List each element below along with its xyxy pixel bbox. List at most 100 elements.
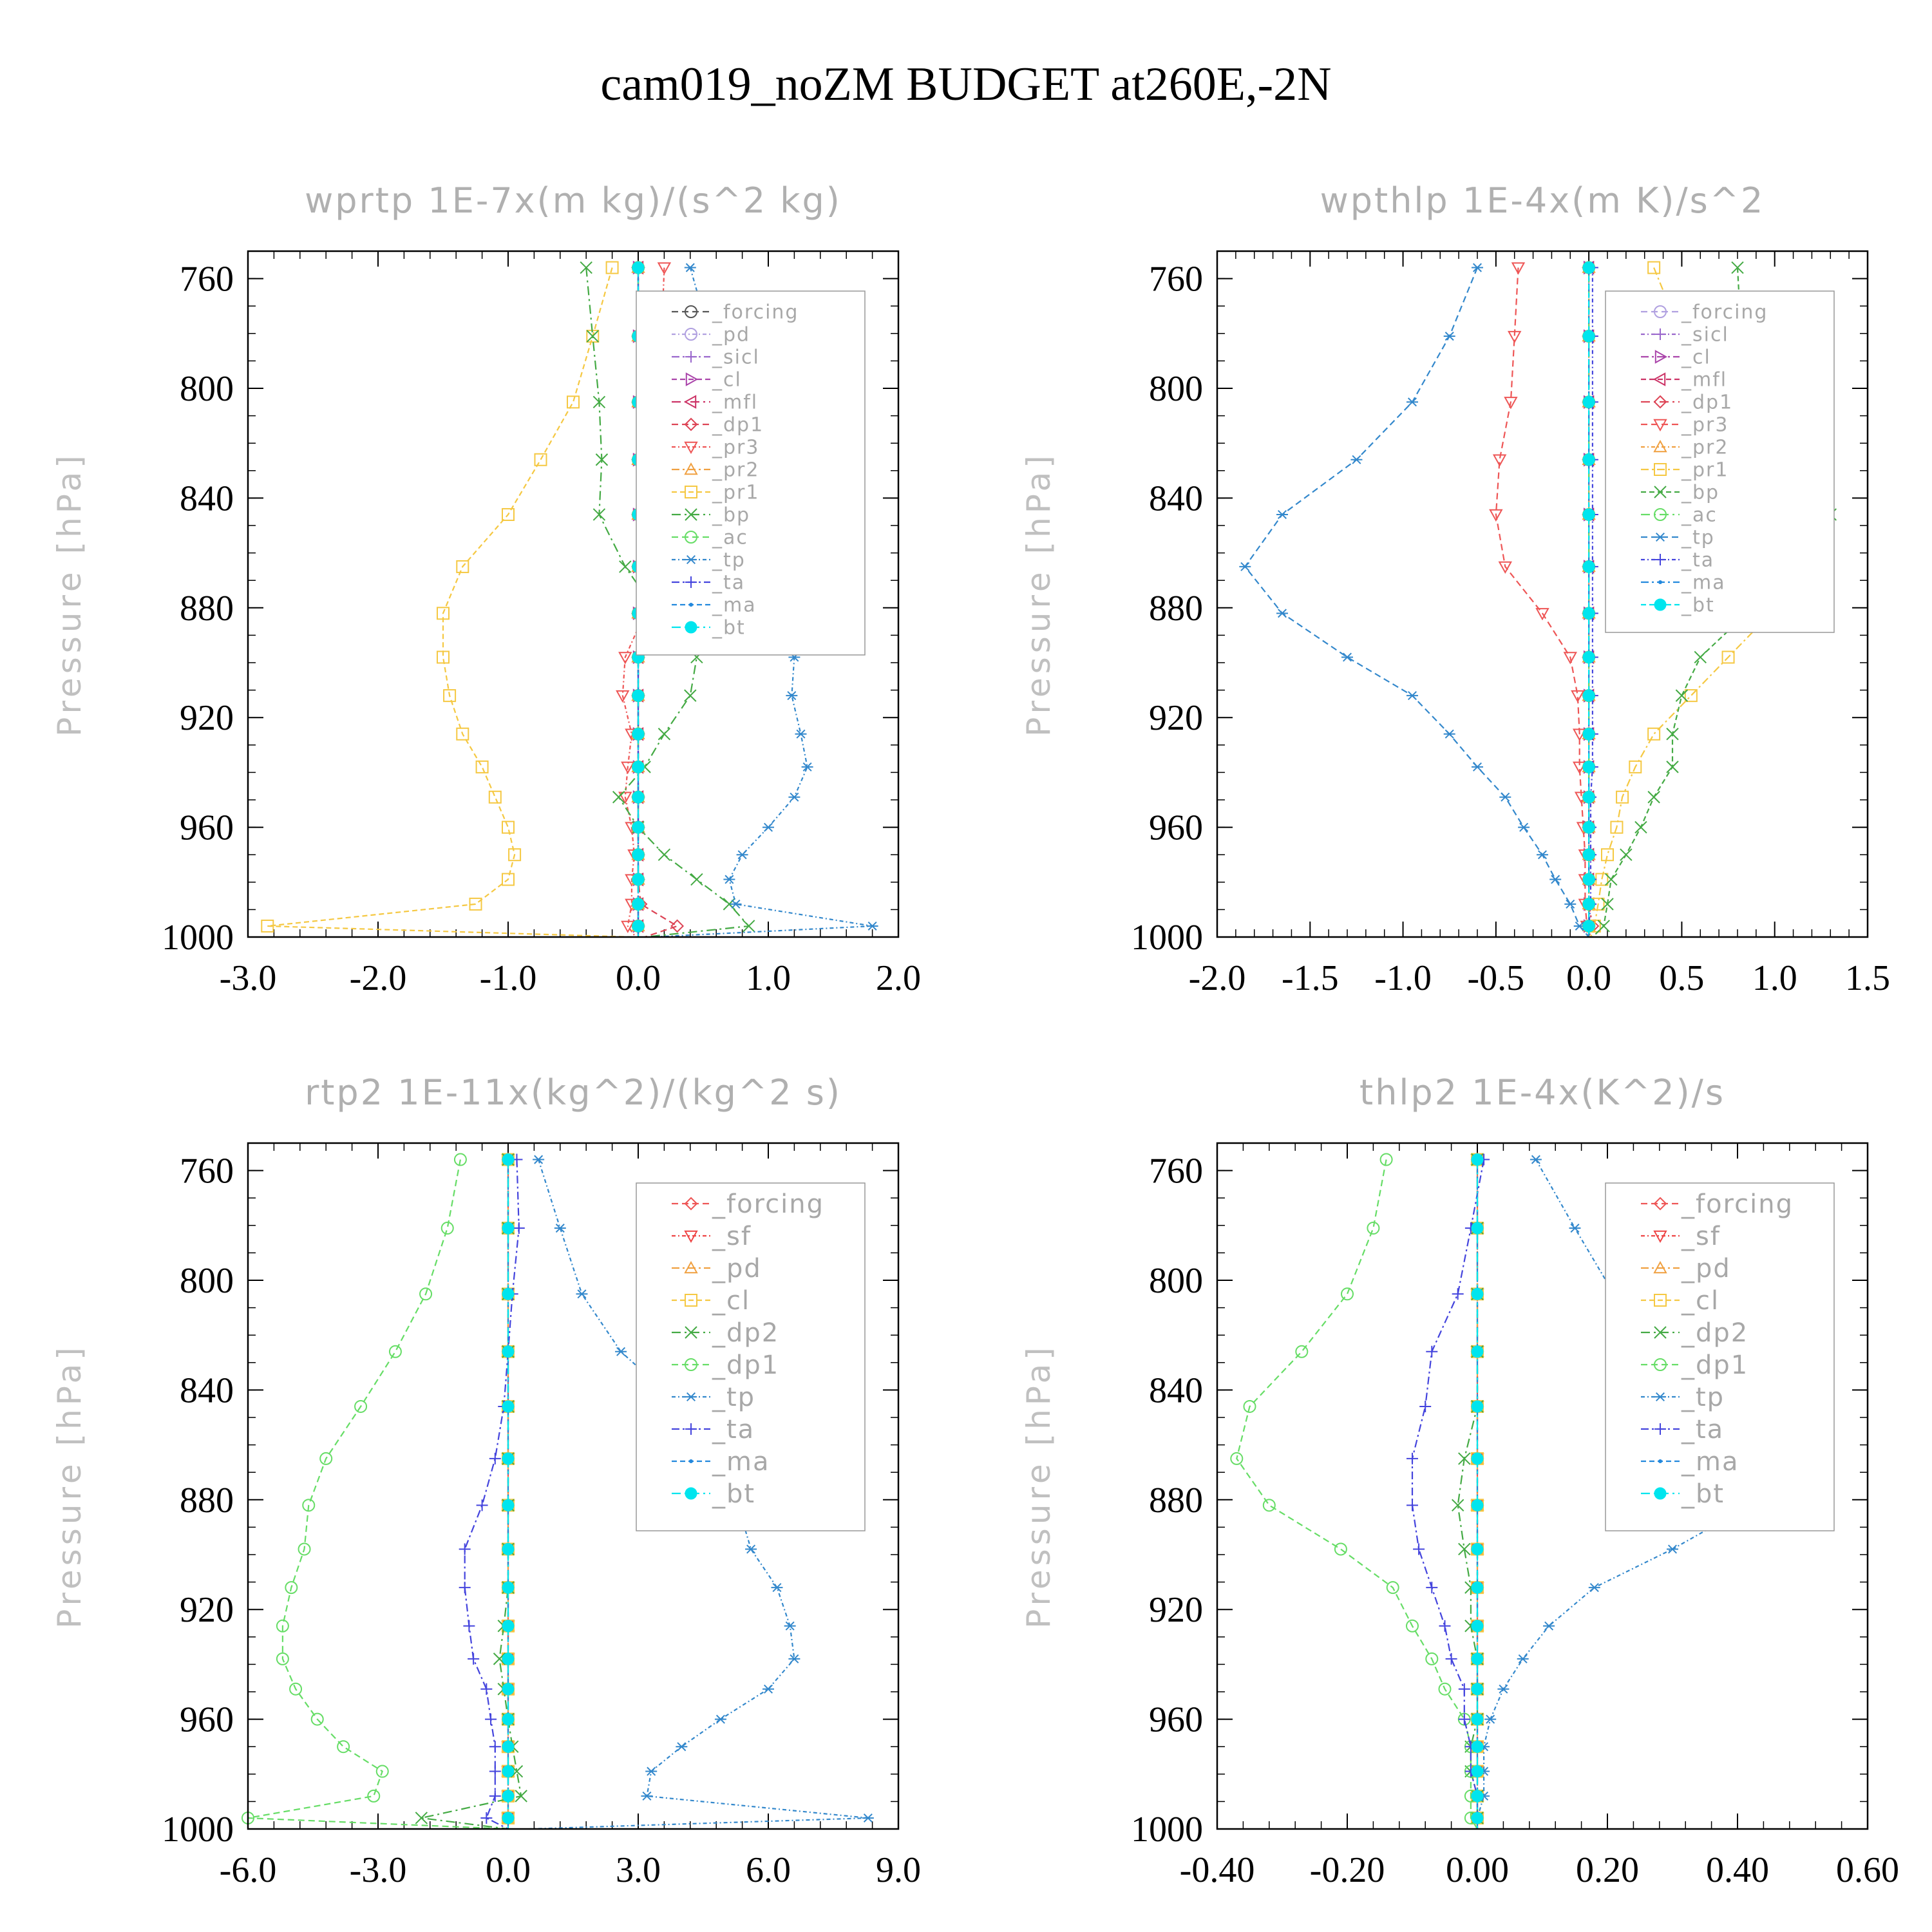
data-point — [592, 508, 606, 521]
data-point — [510, 1765, 524, 1778]
data-point — [1601, 848, 1614, 862]
data-point — [1582, 650, 1595, 663]
data-point — [1694, 650, 1707, 664]
data-point — [468, 1653, 480, 1665]
legend-marker — [685, 531, 697, 544]
budget-panel: thlp2 1E-4x(K^2)/s Pressure [hPa] -0.40 -0.… — [1020, 1072, 1899, 1890]
data-point — [632, 873, 645, 886]
data-point — [1230, 1452, 1244, 1465]
data-point — [319, 1452, 333, 1465]
legend: _forcing_pd_sicl_cl_mfl_dp1_pr3_pr2_pr1_… — [636, 290, 866, 656]
legend-marker — [1654, 554, 1666, 565]
legend-marker — [1653, 395, 1667, 409]
legend-label: _forcing — [712, 301, 799, 324]
legend-label: _bt — [712, 1479, 755, 1509]
legend-marker — [1654, 1326, 1667, 1339]
data-point — [1471, 1345, 1484, 1358]
data-point — [1497, 1684, 1510, 1694]
x-tick-label: 0.5 — [1659, 958, 1704, 998]
data-point — [684, 263, 696, 272]
data-point — [502, 1287, 515, 1300]
legend-marker — [685, 351, 697, 363]
data-point — [1443, 332, 1455, 341]
legend-label: _pd — [712, 1254, 762, 1283]
data-point — [459, 1543, 471, 1555]
legend-label: _ta — [1681, 1415, 1724, 1444]
data-point — [1334, 1542, 1347, 1556]
y-tick-label: 800 — [1149, 369, 1203, 409]
series-tp — [1239, 263, 1589, 938]
data-point — [1582, 453, 1595, 466]
series-dp1 — [242, 1153, 509, 1830]
data-point — [1582, 791, 1595, 804]
legend-label: _pr1 — [1681, 459, 1728, 482]
data-point — [515, 1790, 527, 1803]
legend-label: _sf — [1681, 1222, 1721, 1251]
data-point — [1582, 873, 1595, 886]
legend-label: _dp1 — [1681, 392, 1733, 414]
series-line — [1588, 267, 1593, 937]
data-point — [1588, 1583, 1600, 1593]
data-point — [502, 873, 515, 886]
x-tick-label: -0.20 — [1310, 1850, 1385, 1890]
legend-marker — [685, 305, 697, 318]
series-dp1 — [1230, 1153, 1478, 1830]
y-tick-label: 920 — [1149, 698, 1203, 738]
data-point — [285, 1581, 298, 1595]
legend-label: _forcing — [1681, 1189, 1794, 1219]
data-point — [1406, 1619, 1419, 1633]
legend-marker — [684, 462, 698, 475]
data-point — [676, 1742, 688, 1752]
data-point — [576, 1289, 588, 1299]
data-point — [1675, 689, 1689, 702]
data-point — [771, 1583, 783, 1593]
data-point — [1517, 1654, 1529, 1663]
data-point — [1426, 1582, 1438, 1594]
data-point — [533, 1155, 545, 1164]
data-point — [762, 822, 774, 832]
data-point — [586, 330, 600, 343]
data-point — [762, 1684, 774, 1694]
data-point — [618, 791, 632, 804]
legend-label: _dp2 — [1681, 1318, 1748, 1348]
data-point — [1379, 1153, 1393, 1166]
legend-label: _ta — [712, 1415, 755, 1444]
data-point — [493, 1653, 506, 1665]
y-tick-label: 960 — [1149, 1700, 1203, 1740]
y-axis-label: Pressure [hPa] — [51, 451, 88, 737]
x-tick-label: 6.0 — [746, 1850, 791, 1890]
data-point — [1472, 263, 1483, 272]
legend-label: _ma — [712, 594, 757, 617]
y-tick-label: 880 — [1149, 589, 1203, 629]
data-point — [513, 1222, 525, 1235]
data-point — [489, 1452, 501, 1464]
legend-marker — [685, 576, 697, 588]
data-point — [453, 1153, 467, 1166]
y-tick-label: 960 — [1149, 808, 1203, 848]
data-point — [489, 1741, 501, 1753]
legend-marker — [689, 1459, 693, 1463]
legend-marker — [1654, 1294, 1667, 1307]
data-point — [289, 1682, 303, 1696]
data-point — [1471, 1653, 1484, 1665]
data-point — [261, 919, 274, 933]
y-tick-label: 960 — [180, 1700, 234, 1740]
data-point — [502, 1400, 515, 1413]
data-point — [1472, 762, 1483, 772]
data-point — [1597, 920, 1610, 933]
y-tick-label: 840 — [180, 478, 234, 518]
data-point — [866, 921, 878, 931]
legend-label: _bp — [712, 504, 750, 527]
data-point — [502, 1790, 515, 1803]
data-point — [736, 850, 748, 860]
series-ta — [1583, 261, 1598, 937]
legend-marker — [1653, 439, 1667, 453]
data-point — [1406, 1499, 1418, 1511]
data-point — [730, 899, 742, 909]
data-point — [1535, 608, 1549, 621]
y-tick-label: 920 — [180, 698, 234, 738]
y-tick-label: 760 — [180, 260, 234, 299]
data-point — [1511, 262, 1526, 275]
legend-label: _bt — [1681, 594, 1715, 617]
legend-label: _tp — [712, 549, 746, 572]
